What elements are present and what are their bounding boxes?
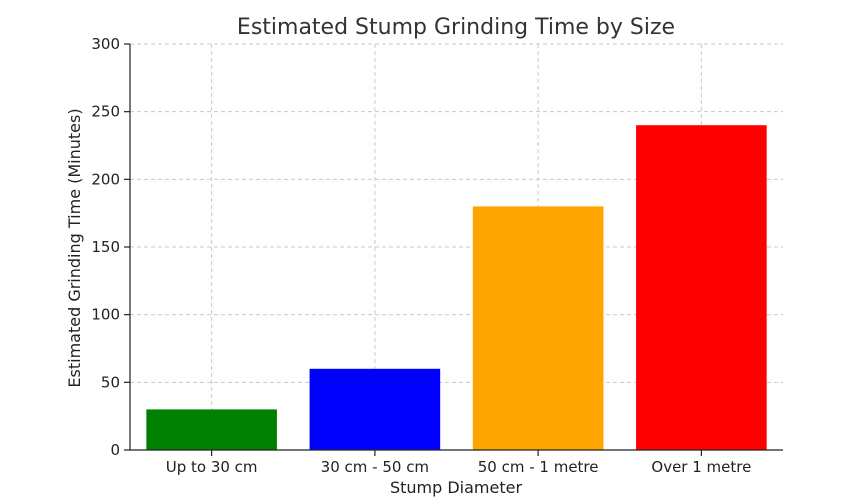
y-tick-label: 50 bbox=[101, 373, 120, 391]
y-tick-label: 0 bbox=[110, 441, 120, 459]
y-tick-label: 100 bbox=[91, 306, 120, 324]
bars bbox=[146, 125, 767, 450]
y-axis-label: Estimated Grinding Time (Minutes) bbox=[65, 108, 84, 387]
chart-title: Estimated Stump Grinding Time by Size bbox=[237, 15, 675, 40]
x-tick-label: 30 cm - 50 cm bbox=[321, 458, 429, 476]
x-tick-label: Up to 30 cm bbox=[166, 458, 258, 476]
bar bbox=[146, 409, 277, 450]
x-axis-label: Stump Diameter bbox=[390, 478, 523, 497]
bar bbox=[309, 368, 441, 450]
bar bbox=[472, 206, 604, 450]
x-tick-label: Over 1 metre bbox=[651, 458, 751, 476]
y-tick-label: 150 bbox=[91, 238, 120, 256]
bar bbox=[636, 125, 767, 450]
y-tick-label: 200 bbox=[91, 170, 120, 188]
x-tick-label: 50 cm - 1 metre bbox=[478, 458, 599, 476]
y-tick-label: 250 bbox=[91, 103, 120, 121]
y-tick-label: 300 bbox=[91, 35, 120, 53]
tick-labels: 0 50 100 150 200 250 300 Up to 30 cm 30 cm - 50 … bbox=[91, 35, 751, 476]
